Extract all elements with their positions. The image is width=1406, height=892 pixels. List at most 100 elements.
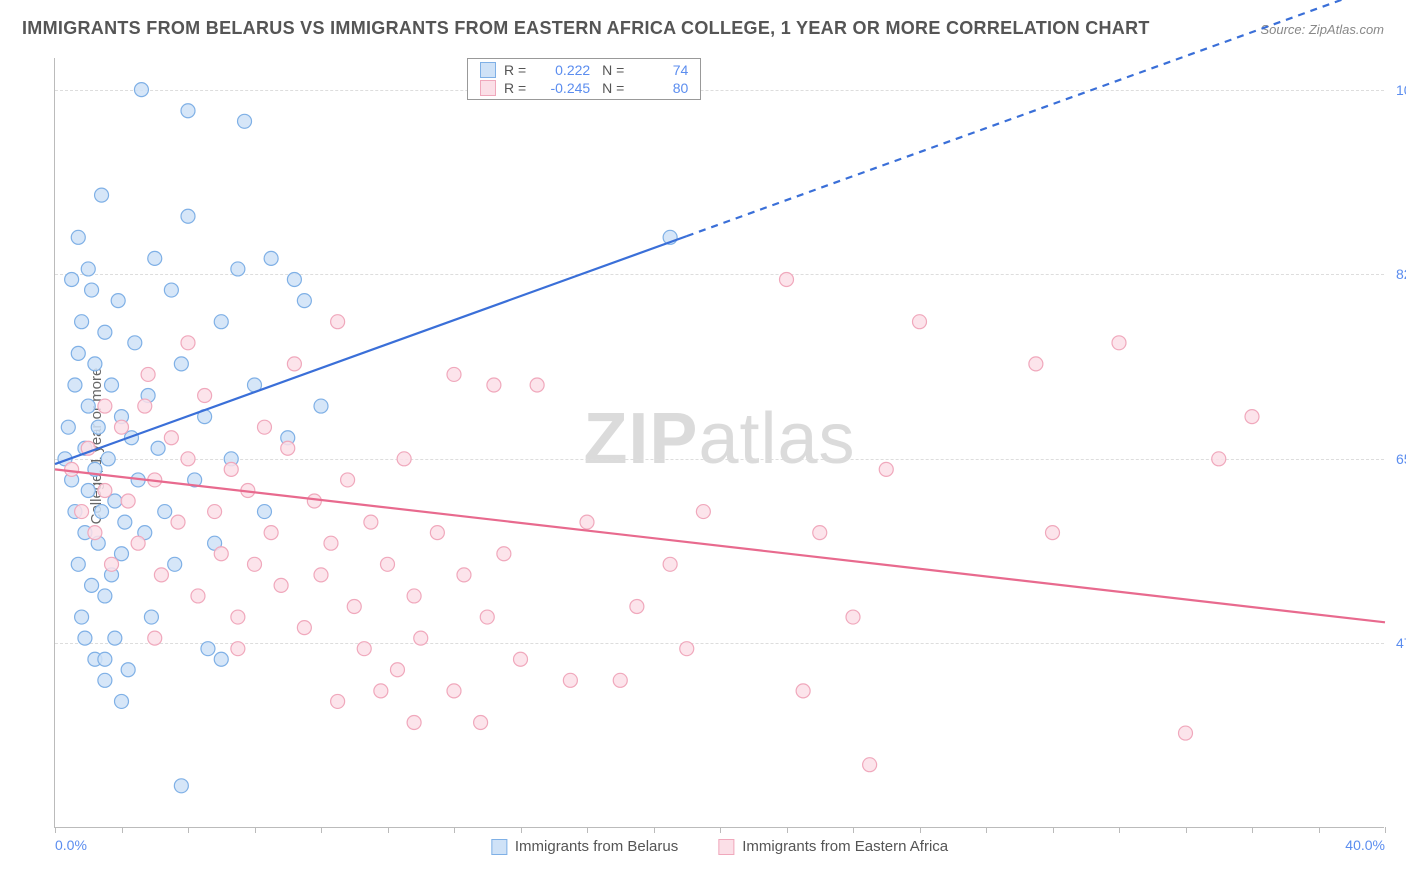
scatter-point <box>1245 410 1259 424</box>
scatter-point <box>357 642 371 656</box>
scatter-point <box>75 315 89 329</box>
scatter-point <box>181 452 195 466</box>
scatter-point <box>121 663 135 677</box>
scatter-point <box>514 652 528 666</box>
scatter-point <box>613 673 627 687</box>
stats-row-eafrica: R = -0.245 N = 80 <box>468 79 700 97</box>
scatter-point <box>168 557 182 571</box>
scatter-point <box>680 642 694 656</box>
scatter-point <box>224 462 238 476</box>
scatter-point <box>201 642 215 656</box>
scatter-point <box>85 578 99 592</box>
scatter-point <box>151 441 165 455</box>
scatter-point <box>341 473 355 487</box>
x-tick <box>920 827 921 833</box>
scatter-point <box>148 631 162 645</box>
scatter-point <box>118 515 132 529</box>
chart-title: IMMIGRANTS FROM BELARUS VS IMMIGRANTS FR… <box>22 18 1150 39</box>
scatter-point <box>164 283 178 297</box>
stats-legend: R = 0.222 N = 74 R = -0.245 N = 80 <box>467 58 701 100</box>
scatter-point <box>115 420 129 434</box>
stat-r-eafrica: -0.245 <box>534 80 590 96</box>
stat-r-belarus: 0.222 <box>534 62 590 78</box>
bottom-legend: Immigrants from Belarus Immigrants from … <box>491 838 948 855</box>
stat-n-label: N = <box>598 62 624 78</box>
scatter-point <box>364 515 378 529</box>
scatter-point <box>347 599 361 613</box>
x-tick <box>1186 827 1187 833</box>
scatter-point <box>138 399 152 413</box>
x-tick <box>853 827 854 833</box>
scatter-point <box>407 716 421 730</box>
scatter-point <box>447 367 461 381</box>
scatter-point <box>314 399 328 413</box>
scatter-point <box>530 378 544 392</box>
scatter-point <box>81 399 95 413</box>
scatter-point <box>913 315 927 329</box>
scatter-point <box>191 589 205 603</box>
scatter-point <box>88 357 102 371</box>
scatter-point <box>297 294 311 308</box>
scatter-point <box>98 399 112 413</box>
scatter-point <box>287 273 301 287</box>
scatter-point <box>85 283 99 297</box>
scatter-point <box>257 505 271 519</box>
scatter-point <box>115 694 129 708</box>
scatter-point <box>91 420 105 434</box>
scatter-point <box>164 431 178 445</box>
scatter-point <box>274 578 288 592</box>
scatter-point <box>430 526 444 540</box>
scatter-point <box>846 610 860 624</box>
x-tick-label: 40.0% <box>1345 837 1385 853</box>
scatter-point <box>331 315 345 329</box>
trend-line <box>55 236 687 464</box>
scatter-point <box>105 378 119 392</box>
stat-r-label: R = <box>504 80 526 96</box>
scatter-point <box>198 389 212 403</box>
scatter-point <box>68 378 82 392</box>
scatter-point <box>144 610 158 624</box>
x-tick <box>1252 827 1253 833</box>
scatter-point <box>111 294 125 308</box>
scatter-point <box>134 83 148 97</box>
x-tick <box>1053 827 1054 833</box>
scatter-point <box>181 209 195 223</box>
scatter-point <box>214 652 228 666</box>
scatter-point <box>101 452 115 466</box>
x-tick <box>55 827 56 833</box>
stats-row-belarus: R = 0.222 N = 74 <box>468 61 700 79</box>
scatter-point <box>324 536 338 550</box>
scatter-point <box>414 631 428 645</box>
scatter-point <box>264 526 278 540</box>
scatter-point <box>780 273 794 287</box>
scatter-point <box>231 610 245 624</box>
legend-item-belarus: Immigrants from Belarus <box>491 838 678 855</box>
scatter-point <box>390 663 404 677</box>
y-tick-label: 65.0% <box>1390 451 1406 467</box>
scatter-point <box>78 631 92 645</box>
scatter-point <box>407 589 421 603</box>
scatter-point <box>397 452 411 466</box>
scatter-point <box>487 378 501 392</box>
scatter-point <box>141 367 155 381</box>
scatter-point <box>131 536 145 550</box>
x-tick <box>720 827 721 833</box>
scatter-point <box>813 526 827 540</box>
y-tick-label: 100.0% <box>1390 82 1406 98</box>
stat-n-belarus: 74 <box>632 62 688 78</box>
scatter-point <box>214 547 228 561</box>
x-tick <box>1385 827 1386 833</box>
scatter-point <box>171 515 185 529</box>
scatter-point <box>264 251 278 265</box>
x-tick <box>521 827 522 833</box>
scatter-point <box>1112 336 1126 350</box>
scatter-point <box>879 462 893 476</box>
scatter-point <box>65 462 79 476</box>
swatch-eafrica <box>480 80 496 96</box>
x-tick <box>587 827 588 833</box>
scatter-point <box>457 568 471 582</box>
scatter-point <box>88 526 102 540</box>
scatter-point <box>65 273 79 287</box>
scatter-point <box>231 262 245 276</box>
scatter-point <box>696 505 710 519</box>
